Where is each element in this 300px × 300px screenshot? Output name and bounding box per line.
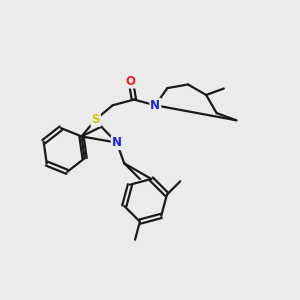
Text: N: N (112, 136, 122, 149)
Text: S: S (92, 113, 100, 126)
Text: N: N (150, 99, 160, 112)
Text: O: O (126, 75, 136, 88)
